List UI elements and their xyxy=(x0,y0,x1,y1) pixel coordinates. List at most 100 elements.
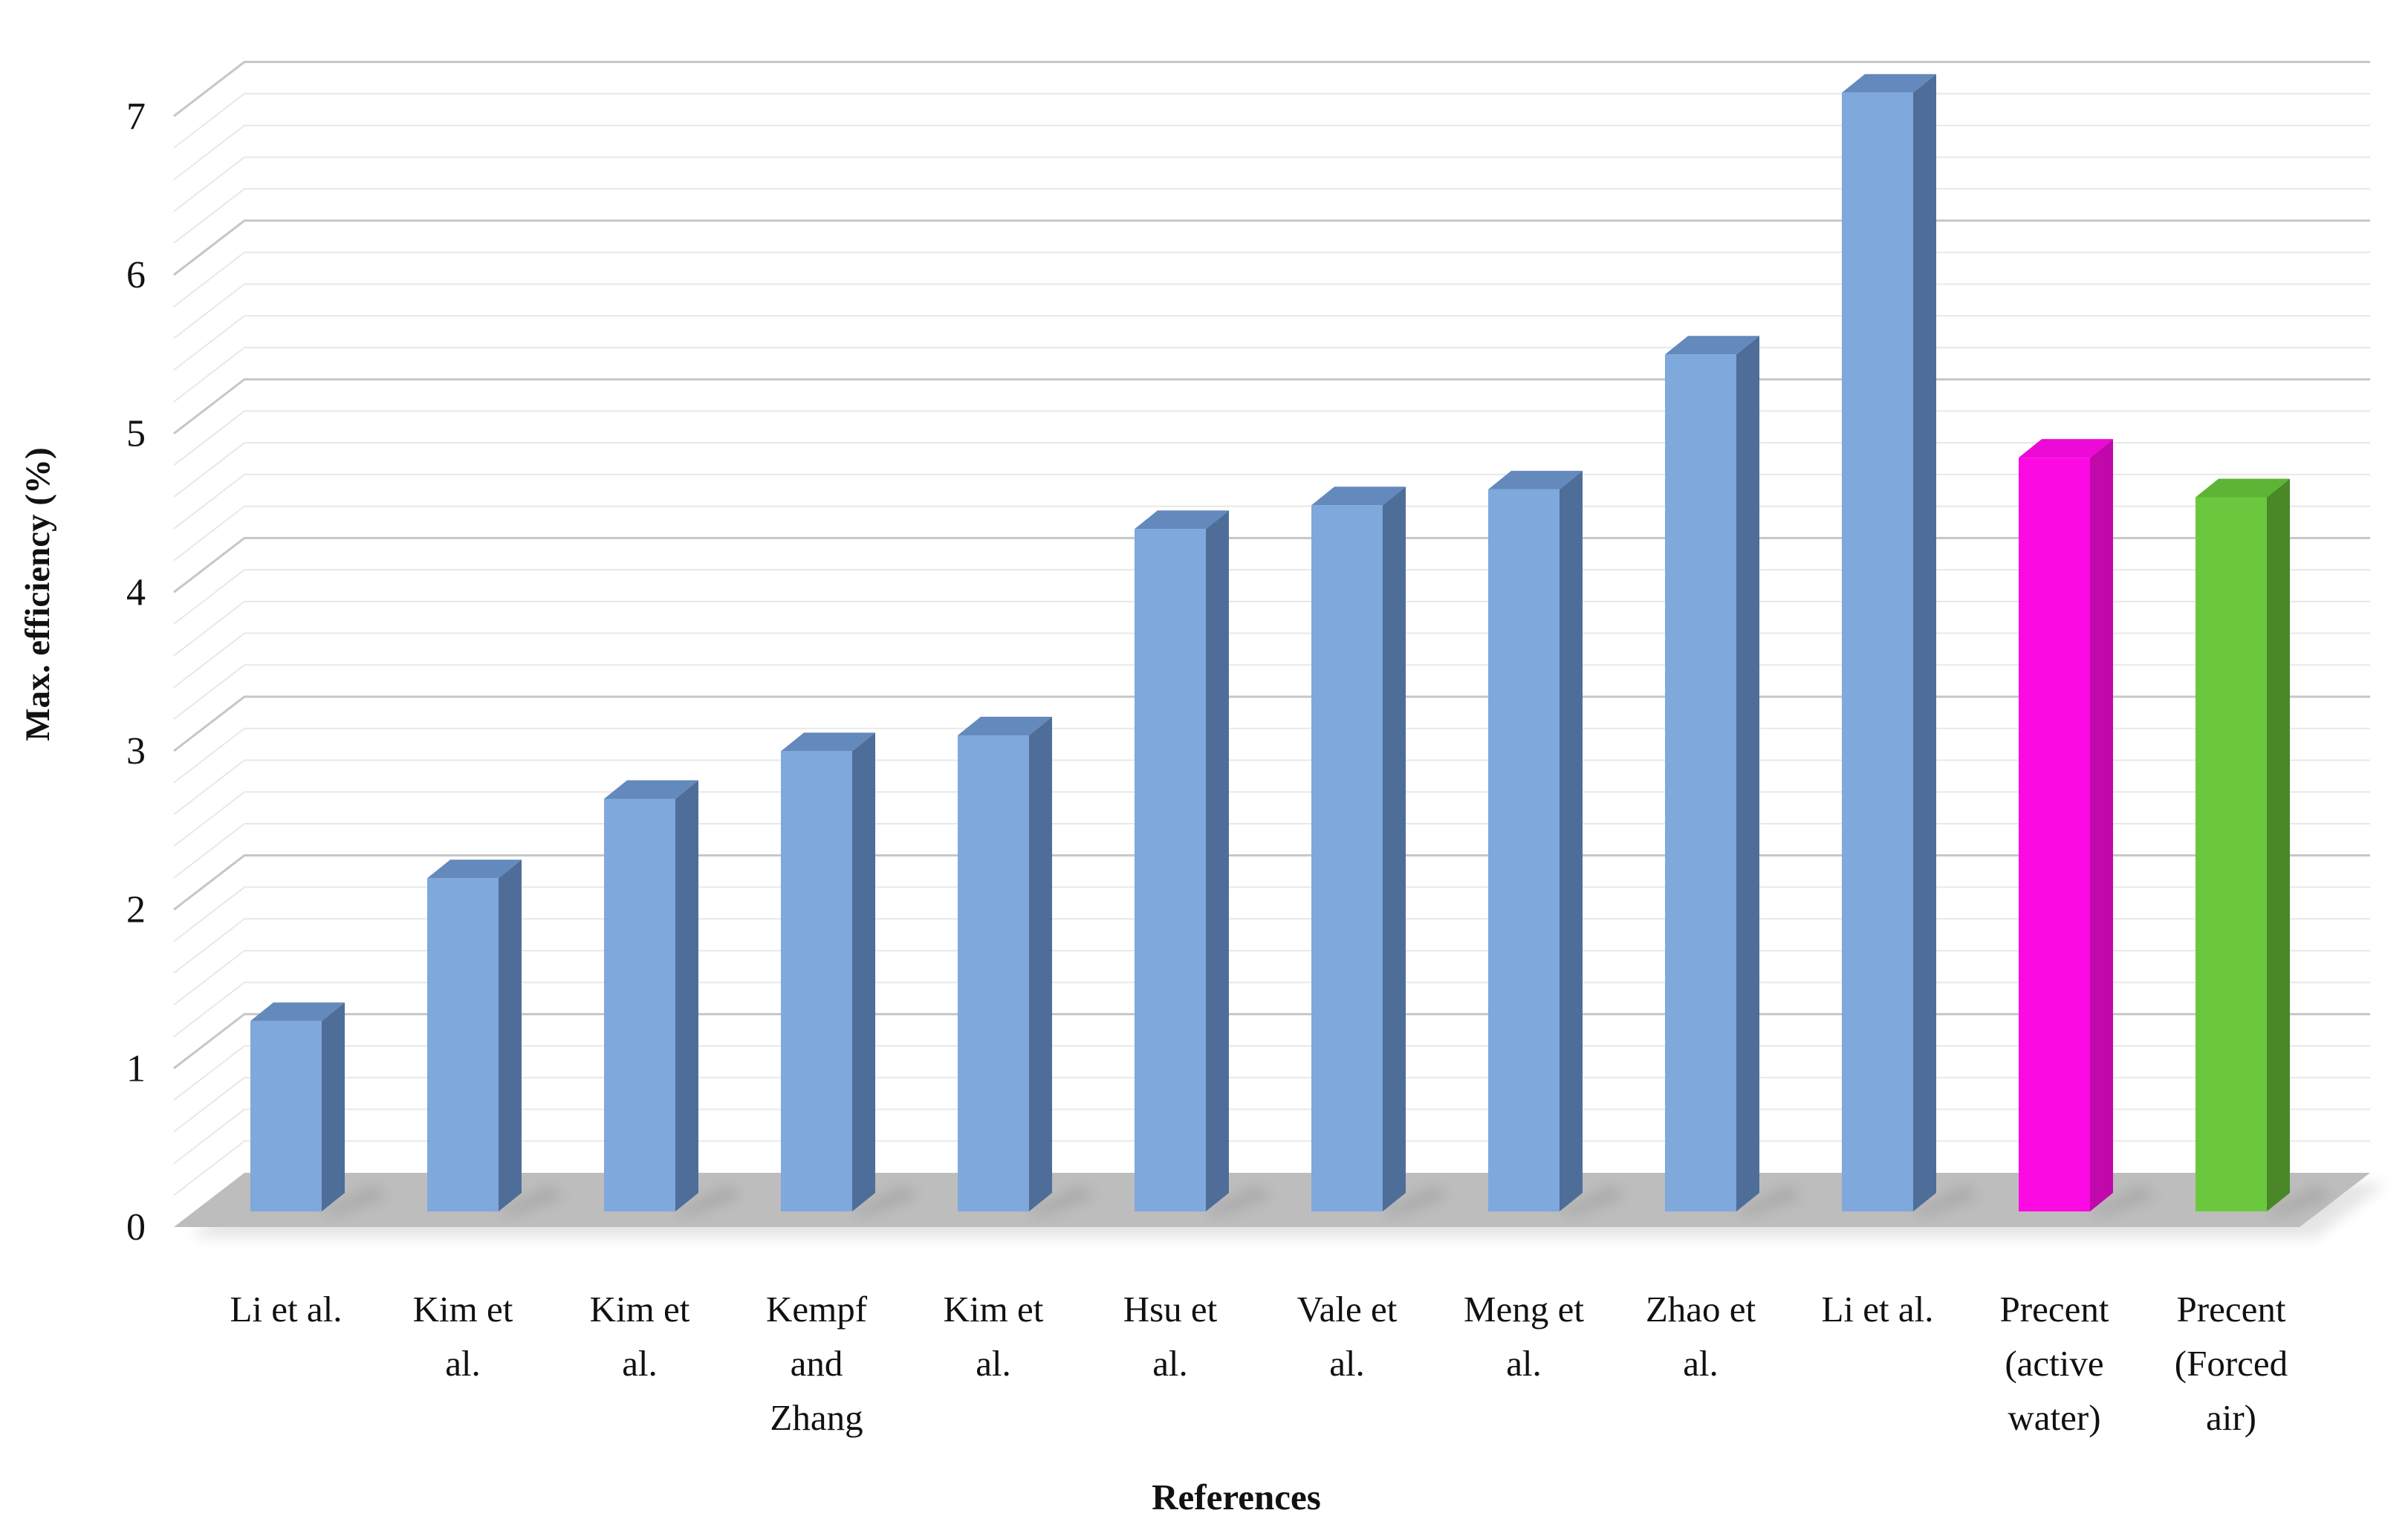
minor-gridline xyxy=(173,759,2370,816)
bar-base-shadow xyxy=(322,1186,387,1216)
minor-gridline xyxy=(173,600,2370,657)
bar-top-face xyxy=(958,717,1052,736)
bar-top-face xyxy=(1311,487,1406,506)
category-label: and xyxy=(791,1343,843,1384)
bar-side-face xyxy=(1913,74,1936,1211)
category-label: Li et al. xyxy=(1821,1289,1933,1330)
minor-gridline xyxy=(173,442,2370,498)
category-label: Zhao et xyxy=(1646,1289,1756,1330)
category-label: al. xyxy=(1329,1343,1365,1384)
category-label: al. xyxy=(1506,1343,1542,1384)
category-label: (Forced xyxy=(2175,1343,2288,1384)
minor-gridline xyxy=(173,473,2370,530)
bar-base-shadow xyxy=(1206,1186,1271,1216)
major-gridline xyxy=(173,378,2370,435)
bar-front-face xyxy=(1488,489,1560,1211)
bar-front-face xyxy=(1842,92,1913,1211)
y-axis-title: Max. efficiency (%) xyxy=(19,447,57,741)
minor-gridline xyxy=(173,410,2370,466)
bar-front-face xyxy=(1135,529,1206,1211)
minor-gridline xyxy=(173,918,2370,974)
bar-top-face xyxy=(1842,74,1936,93)
bar-side-face xyxy=(1736,336,1759,1212)
bar-base-shadow xyxy=(1913,1186,1979,1216)
minor-gridline xyxy=(173,188,2370,244)
major-gridline xyxy=(173,536,2370,593)
major-gridline xyxy=(173,695,2370,752)
bar-front-face xyxy=(958,735,1029,1211)
bar-base-shadow xyxy=(1736,1186,1802,1216)
category-label: Kim et xyxy=(590,1289,690,1330)
bar-base-shadow xyxy=(1383,1186,1448,1216)
category-label: al. xyxy=(1683,1343,1719,1384)
bar-3 xyxy=(781,732,918,1216)
category-label: Li et al. xyxy=(230,1289,342,1330)
bar-top-face xyxy=(604,780,698,799)
bar-1 xyxy=(427,859,564,1216)
category-label: al. xyxy=(445,1343,481,1384)
bar-top-face xyxy=(781,732,875,752)
minor-gridline xyxy=(173,632,2370,689)
bar-0 xyxy=(250,1002,387,1216)
category-label: Precent xyxy=(2177,1289,2286,1330)
bar-top-face xyxy=(2019,439,2113,458)
category-label: Vale et xyxy=(1297,1289,1398,1330)
bar-4 xyxy=(958,717,1094,1216)
y-tick-label: 5 xyxy=(126,413,146,455)
x-axis-title: References xyxy=(1152,1477,1321,1517)
gridlines xyxy=(173,60,2370,1197)
major-gridline xyxy=(173,219,2370,276)
minor-gridline xyxy=(173,251,2370,308)
bar-side-face xyxy=(499,859,522,1211)
bar-front-face xyxy=(781,751,852,1211)
bar-side-face xyxy=(2090,439,2113,1211)
bar-top-face xyxy=(1488,470,1583,489)
minor-gridline xyxy=(173,981,2370,1038)
bar-base-shadow xyxy=(499,1186,564,1216)
bar-11 xyxy=(2196,478,2332,1216)
minor-gridline xyxy=(173,664,2370,720)
y-tick-label: 7 xyxy=(126,95,146,137)
bar-8 xyxy=(1665,336,1802,1216)
minor-gridline xyxy=(173,283,2370,339)
major-gridline xyxy=(173,60,2370,117)
minor-gridline xyxy=(173,886,2370,943)
minor-gridline xyxy=(173,1140,2370,1197)
category-label: Precent xyxy=(2000,1289,2109,1330)
minor-gridline xyxy=(173,949,2370,1006)
bar-side-face xyxy=(2267,478,2290,1211)
bar-base-shadow xyxy=(675,1186,741,1216)
bar-front-face xyxy=(250,1021,322,1211)
bar-6 xyxy=(1311,487,1448,1216)
bars xyxy=(250,74,2332,1216)
y-tick-label: 4 xyxy=(126,571,146,614)
bar-top-face xyxy=(250,1002,345,1021)
bar-side-face xyxy=(1560,470,1583,1211)
category-label: al. xyxy=(976,1343,1011,1384)
category-label: Meng et xyxy=(1464,1289,1584,1330)
bar-7 xyxy=(1488,470,1625,1216)
category-label: air) xyxy=(2206,1397,2256,1438)
bar-side-face xyxy=(852,732,875,1211)
y-tick-label: 3 xyxy=(126,730,146,772)
bar-front-face xyxy=(427,878,499,1211)
bar-base-shadow xyxy=(852,1186,918,1216)
bar-front-face xyxy=(1665,354,1736,1212)
bar-top-face xyxy=(1135,510,1229,530)
category-label: (active xyxy=(2005,1343,2103,1384)
category-label: Hsu et xyxy=(1123,1289,1218,1330)
bar-base-shadow xyxy=(1560,1186,1625,1216)
bar-10 xyxy=(2019,439,2155,1216)
y-tick-label: 6 xyxy=(126,254,146,296)
bar-top-face xyxy=(2196,478,2290,498)
major-gridline xyxy=(173,854,2370,911)
minor-gridline xyxy=(173,822,2370,879)
bar-side-face xyxy=(1029,717,1052,1211)
minor-gridline xyxy=(173,156,2370,212)
bar-base-shadow xyxy=(2267,1186,2332,1216)
category-label: al. xyxy=(1152,1343,1188,1384)
minor-gridline xyxy=(173,505,2370,562)
minor-gridline xyxy=(173,1045,2370,1101)
bar-side-face xyxy=(1206,510,1229,1211)
